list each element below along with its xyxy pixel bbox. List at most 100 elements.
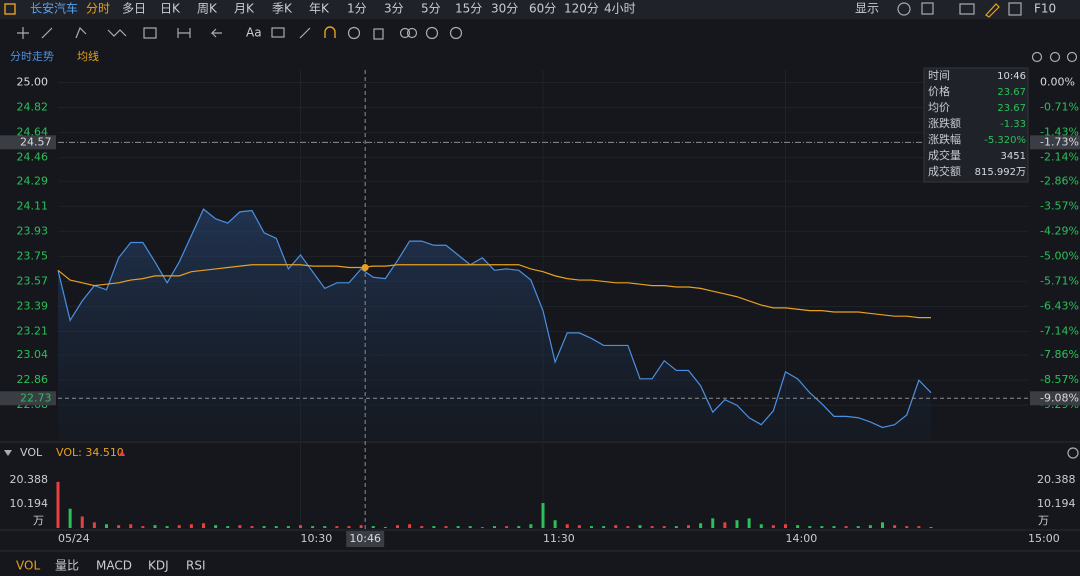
fib-tool[interactable]	[143, 27, 157, 39]
vol-bar	[226, 526, 230, 528]
pct-tick-label: -7.86%	[1040, 348, 1079, 361]
indicator-tab[interactable]: RSI	[186, 559, 206, 573]
period-tab[interactable]: 60分	[529, 2, 556, 16]
vol-bar	[456, 526, 460, 528]
vol-title: VOL	[20, 446, 43, 459]
period-tab[interactable]: 分时	[86, 2, 110, 16]
vol-bar	[747, 518, 751, 528]
vol-bar	[917, 526, 921, 528]
camera-icon[interactable]	[959, 3, 975, 15]
indicator-tab[interactable]: MACD	[96, 559, 132, 573]
vol-close[interactable]	[1067, 447, 1079, 459]
vol-tick-label: 10.194	[10, 497, 49, 510]
vol-bar	[189, 524, 193, 528]
vol-bar	[711, 518, 715, 528]
period-tab[interactable]: 3分	[384, 2, 404, 16]
reset-icon[interactable]	[1031, 51, 1043, 63]
info-value: 3451	[1001, 151, 1026, 162]
vol-bar	[650, 526, 654, 528]
y-tick-label: 23.21	[17, 325, 49, 338]
y-tick-label: 23.39	[17, 299, 49, 312]
info-box: 时间 10:46 价格 23.67 均价 23.67 涨跌额 -1.33 涨跌幅 -5.320% 成…	[923, 67, 1029, 183]
line-tool[interactable]	[41, 27, 53, 39]
vol-bar	[299, 525, 302, 528]
ray-tool[interactable]	[299, 27, 311, 39]
vol-bar	[432, 526, 436, 528]
last-pct-box	[1030, 391, 1080, 406]
vol-bar	[444, 526, 448, 528]
f10-button[interactable]: F10	[1034, 2, 1056, 16]
vol-bar	[56, 481, 60, 528]
wave-tool[interactable]	[107, 29, 127, 37]
text-tool[interactable]: Aa	[246, 26, 262, 40]
vol-bar	[396, 525, 399, 528]
period-tab[interactable]: 季K	[272, 2, 293, 16]
vol-bar	[480, 527, 484, 528]
period-tab[interactable]: 多日	[122, 2, 146, 16]
vol-bar	[808, 526, 812, 528]
period-tab[interactable]: 30分	[491, 2, 518, 16]
color-icon[interactable]	[921, 2, 934, 15]
vol-bar	[638, 525, 642, 528]
indicator-tab[interactable]: VOL	[16, 559, 40, 573]
stock-name[interactable]: 长安汽车	[30, 1, 78, 16]
display-menu[interactable]: 显示	[855, 2, 879, 16]
vol-tick-label-right: 20.388	[1037, 473, 1076, 486]
series-tab[interactable]: 分时走势	[10, 50, 54, 63]
draw-icon[interactable]	[985, 3, 1000, 18]
move-tool[interactable]	[17, 27, 29, 39]
period-tab[interactable]: 月K	[234, 2, 255, 16]
vol-bar	[687, 525, 690, 528]
vol-bar	[80, 516, 84, 528]
pct-tick-label: -8.57%	[1040, 373, 1079, 386]
zoom-in-icon[interactable]	[1066, 51, 1078, 63]
vol-bar	[602, 526, 606, 528]
info-label: 成交额	[928, 164, 961, 178]
lock-tool[interactable]	[425, 26, 439, 40]
link-tool-b[interactable]	[406, 27, 418, 39]
hide-tool[interactable]	[347, 26, 361, 40]
y-tick-label: 23.75	[17, 249, 49, 262]
crosshair-pct: -1.73%	[1040, 135, 1079, 148]
vol-collapse[interactable]	[4, 450, 12, 456]
vol-bar	[735, 520, 739, 528]
arrow-tool[interactable]	[210, 28, 222, 38]
series-tab[interactable]: 均线	[77, 49, 99, 63]
period-tab[interactable]: 年K	[309, 2, 330, 16]
vol-bar	[359, 525, 363, 528]
vol-bar	[541, 503, 545, 528]
period-tab[interactable]: 4小时	[604, 2, 636, 16]
period-tab[interactable]: 1分	[347, 2, 367, 16]
vol-bar	[796, 525, 800, 528]
series-line	[57, 264, 931, 319]
menu-icon[interactable]	[4, 3, 16, 15]
top-bar	[0, 0, 1080, 19]
period-tab[interactable]: 120分	[564, 2, 599, 16]
delete-tool[interactable]	[373, 28, 384, 40]
pct-tick-label: -2.14%	[1040, 151, 1079, 164]
vol-bar	[784, 524, 787, 528]
magnet-tool[interactable]	[324, 26, 336, 38]
period-tab[interactable]: 周K	[197, 2, 218, 16]
note-tool[interactable]	[271, 27, 285, 38]
indicator-tab[interactable]: KDJ	[148, 559, 169, 573]
info-label: 成交量	[928, 148, 961, 162]
channel-tool[interactable]	[75, 26, 87, 39]
vol-bar	[238, 525, 242, 528]
vol-bar	[856, 526, 860, 528]
indicator-tab[interactable]: 量比	[55, 559, 79, 573]
fullscreen-icon[interactable]	[1008, 2, 1022, 16]
measure-tool[interactable]	[177, 28, 191, 38]
vol-bar	[92, 522, 96, 528]
period-tab[interactable]: 15分	[455, 2, 482, 16]
vol-bar	[286, 526, 290, 528]
settings-icon[interactable]	[897, 2, 911, 16]
link-tool[interactable]	[399, 27, 411, 39]
info-value: -1.33	[1000, 119, 1026, 130]
period-tab[interactable]: 5分	[421, 2, 441, 16]
period-tab[interactable]: 日K	[160, 2, 181, 16]
x-tick-label: 11:30	[543, 532, 575, 545]
crosshair-time-box	[346, 531, 385, 547]
zoom-out-icon[interactable]	[1049, 51, 1061, 63]
config-tool[interactable]	[449, 26, 463, 40]
